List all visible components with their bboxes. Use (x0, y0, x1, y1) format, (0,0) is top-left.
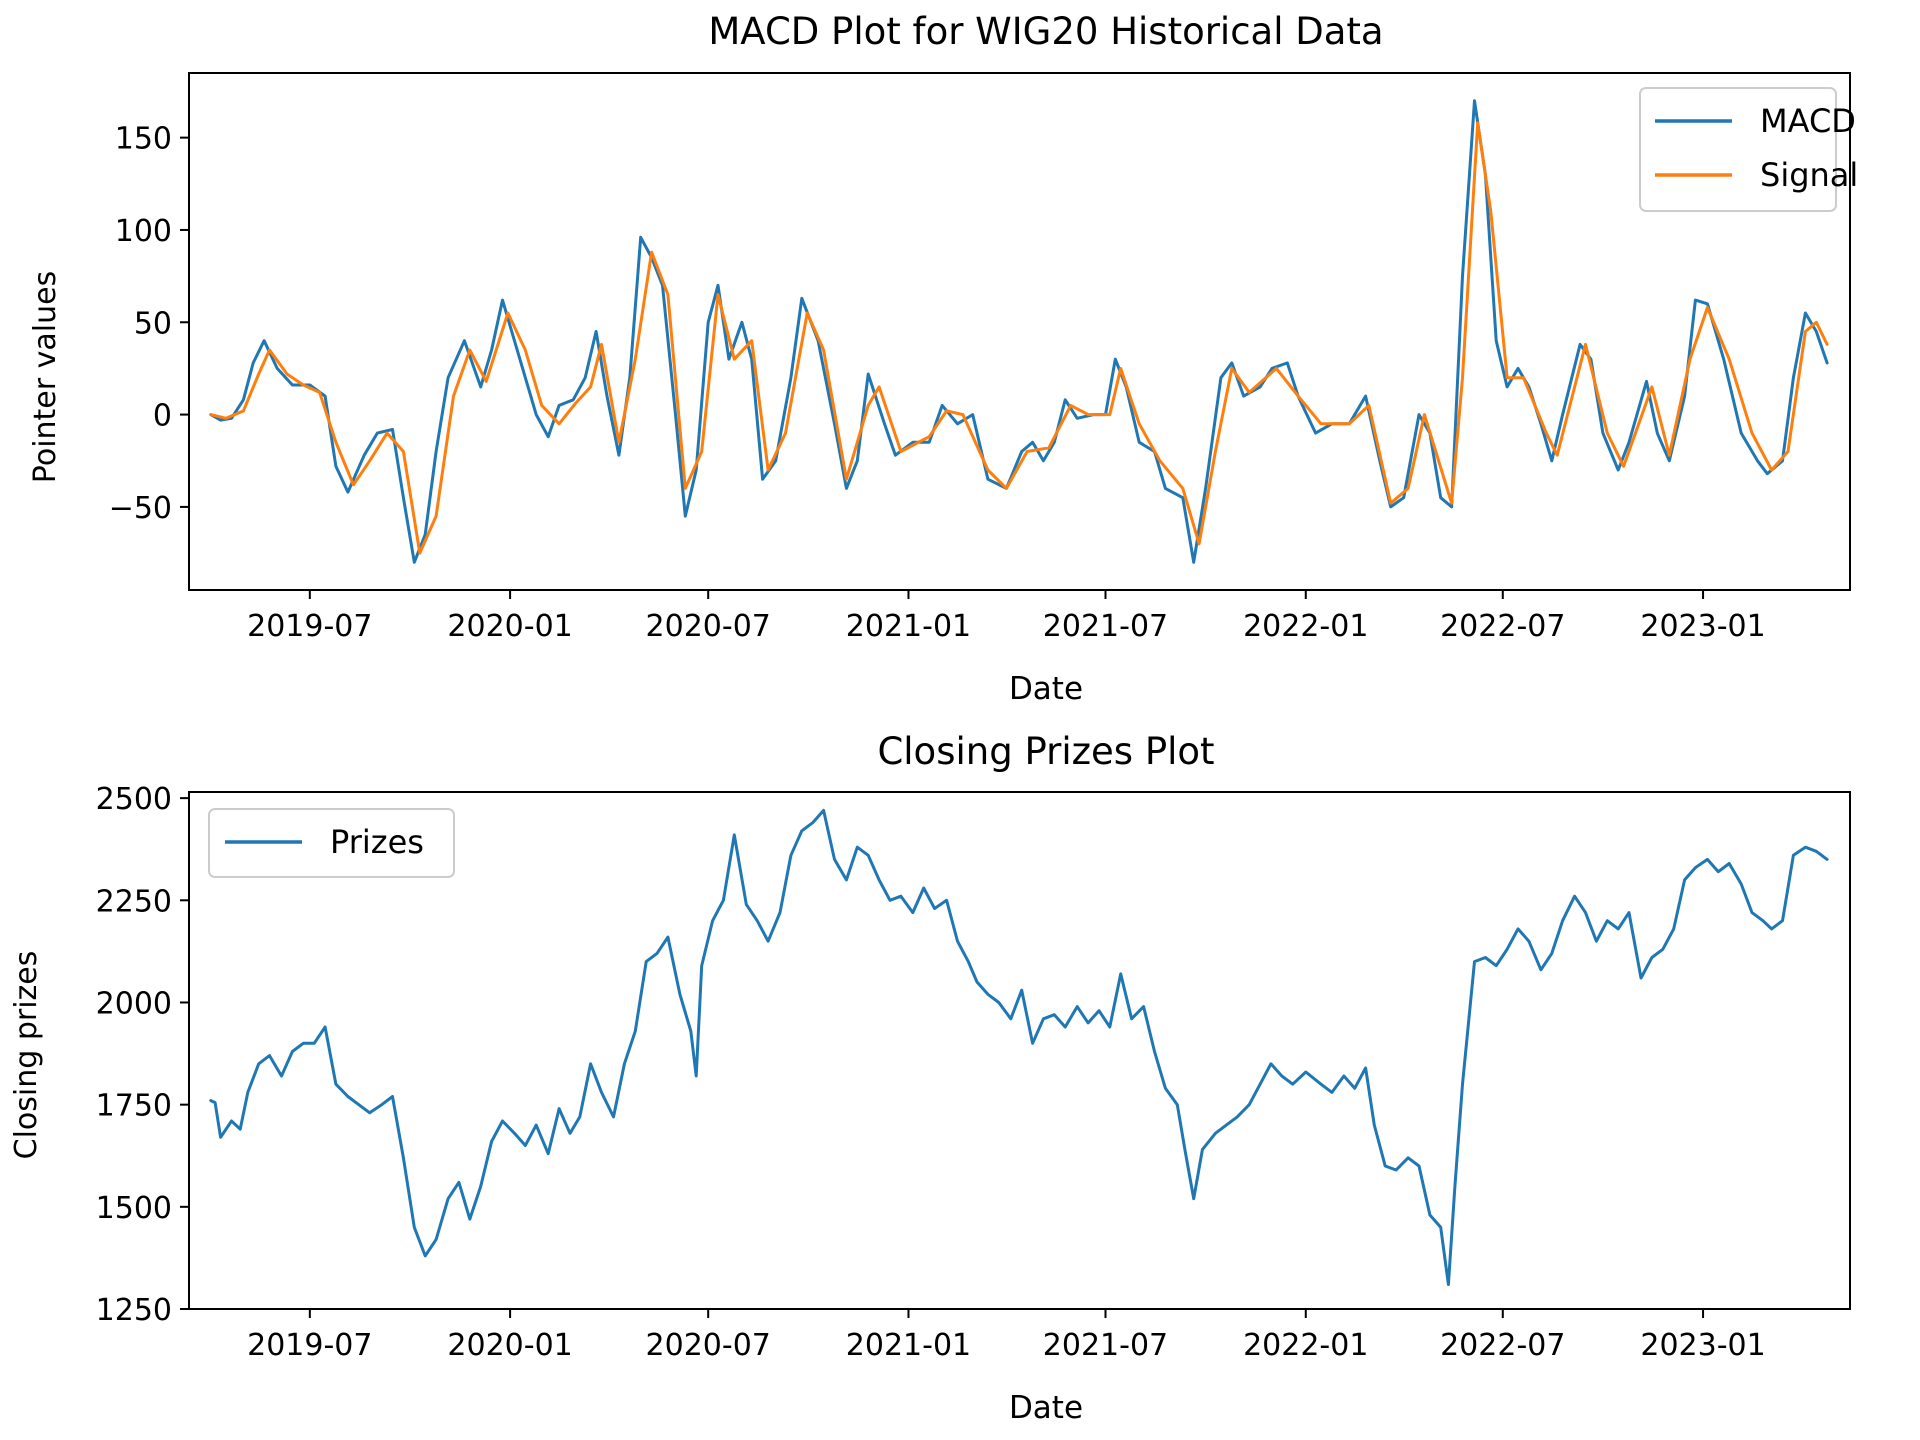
prizes-x-tick-label: 2022-01 (1243, 1328, 1368, 1363)
prizes-legend-label: Prizes (330, 823, 424, 861)
macd-y-tick-label: 150 (115, 122, 172, 157)
macd-series-line-macd (209, 99, 1829, 564)
prizes-y-axis-label: Closing prizes (9, 951, 44, 1160)
macd-x-tick-label: 2019-07 (247, 609, 372, 644)
macd-x-axis-label: Date (1009, 671, 1083, 707)
macd-legend-label-macd: MACD (1760, 102, 1856, 140)
prizes-plot-frame (188, 791, 1851, 1310)
prizes-y-tick-label: 1250 (96, 1293, 172, 1328)
macd-y-tick-label: −50 (109, 491, 172, 526)
macd-x-tick-label: 2020-01 (447, 609, 572, 644)
macd-y-tick-label: 50 (134, 306, 172, 341)
macd-legend-box (1639, 87, 1837, 212)
prizes-x-tick-label: 2020-01 (447, 1328, 572, 1363)
prizes-x-tick-label: 2021-07 (1043, 1328, 1168, 1363)
macd-series-line-signal (209, 121, 1829, 555)
macd-y-tick-label: 100 (115, 214, 172, 249)
prizes-panel: Closing Prizes Plot Closing prizes Date … (9, 730, 1851, 1426)
macd-axis-ticks: 2019-07 2020-01 2020-07 2021-01 2021-07 2022-… (109, 122, 1766, 644)
prizes-axis-ticks: 2019-07 2020-01 2020-07 2021-01 2021-07 2022-… (96, 782, 1766, 1363)
macd-x-tick-label: 2021-01 (846, 609, 971, 644)
prizes-series-line-prizes (209, 808, 1829, 1286)
prizes-series-lines (209, 808, 1829, 1286)
macd-legend: MACD Signal (1639, 87, 1858, 212)
macd-y-axis-label: Pointer values (28, 271, 63, 483)
prizes-legend: Prizes (208, 808, 455, 878)
macd-x-tick-label: 2023-01 (1640, 609, 1765, 644)
prizes-y-tick-label: 1750 (96, 1089, 172, 1124)
macd-chart-title: MACD Plot for WIG20 Historical Data (708, 10, 1383, 53)
prizes-y-tick-label: 2000 (96, 986, 172, 1021)
prizes-y-tick-label: 1500 (96, 1191, 172, 1226)
macd-x-tick-label: 2021-07 (1043, 609, 1168, 644)
prizes-y-tick-label: 2500 (96, 782, 172, 817)
macd-x-tick-label: 2022-07 (1440, 609, 1565, 644)
prizes-x-tick-label: 2022-07 (1440, 1328, 1565, 1363)
prizes-y-tick-label: 2250 (96, 884, 172, 919)
prizes-legend-box (208, 808, 455, 878)
macd-legend-label-signal: Signal (1760, 156, 1858, 194)
prizes-x-axis-label: Date (1009, 1390, 1083, 1426)
prizes-x-tick-label: 2021-01 (846, 1328, 971, 1363)
macd-x-tick-label: 2022-01 (1243, 609, 1368, 644)
prizes-chart-title: Closing Prizes Plot (877, 730, 1214, 773)
macd-plot-frame (188, 72, 1851, 591)
macd-x-tick-label: 2020-07 (646, 609, 771, 644)
macd-series-lines (209, 99, 1829, 564)
prizes-x-tick-label: 2023-01 (1640, 1328, 1765, 1363)
prizes-x-tick-label: 2019-07 (247, 1328, 372, 1363)
macd-y-tick-label: 0 (153, 399, 172, 434)
prizes-x-tick-label: 2020-07 (646, 1328, 771, 1363)
macd-panel: MACD Plot for WIG20 Historical Data Poin… (28, 10, 1858, 707)
